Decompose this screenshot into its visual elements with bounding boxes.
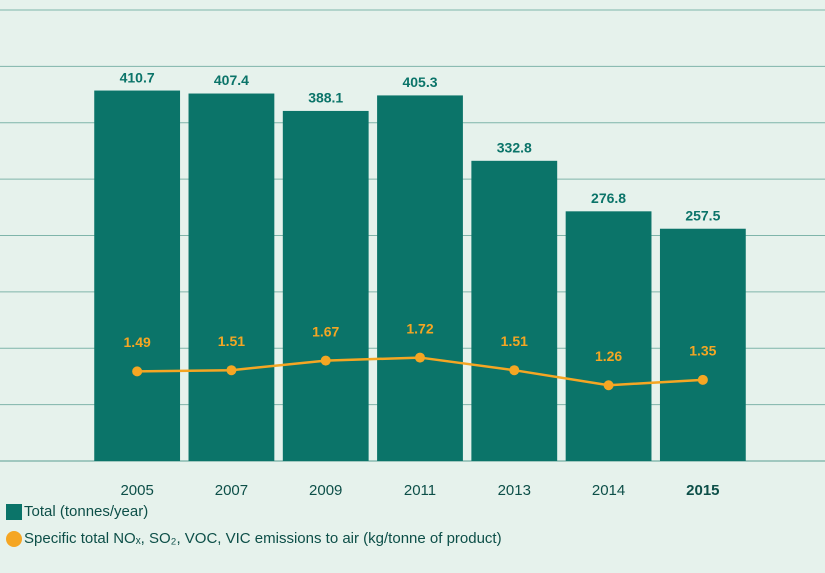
bar — [94, 90, 181, 462]
bar-value-label: 332.8 — [497, 140, 532, 156]
line-point — [132, 366, 143, 377]
x-tick-label: 2005 — [120, 482, 153, 499]
line-value-label: 1.67 — [312, 323, 339, 339]
bar — [471, 160, 558, 462]
bar — [377, 95, 463, 461]
line-value-label: 1.26 — [595, 348, 622, 364]
line-value-label: 1.72 — [406, 320, 433, 336]
line-point — [603, 380, 614, 391]
legend-label: Total (tonnes/year) — [24, 503, 148, 520]
line-value-label: 1.35 — [689, 343, 716, 359]
bar-value-label: 257.5 — [685, 207, 720, 223]
legend-label: Specific total NOₓ, SO₂, VOC, VIC emissi… — [24, 530, 502, 547]
bar-value-label: 410.7 — [120, 69, 155, 85]
bar — [188, 93, 275, 461]
x-tick-label: 2013 — [498, 482, 531, 499]
line-value-label: 1.51 — [501, 333, 528, 349]
line-value-label: 1.51 — [218, 333, 245, 349]
line-point — [320, 355, 331, 366]
bar — [659, 228, 746, 461]
x-tick-label: 2009 — [309, 482, 342, 499]
bar-value-label: 388.1 — [308, 90, 343, 106]
bar-value-label: 276.8 — [591, 190, 626, 206]
x-tick-label: 2011 — [404, 482, 436, 499]
x-tick-label: 2007 — [215, 482, 248, 499]
bar-value-label: 407.4 — [214, 72, 249, 88]
line-point — [697, 374, 708, 385]
bar — [565, 211, 652, 461]
legend-swatch — [6, 531, 22, 547]
line-value-label: 1.49 — [124, 334, 151, 350]
line-point — [509, 365, 520, 376]
line-point — [415, 352, 425, 363]
bar-value-label: 405.3 — [402, 74, 437, 90]
x-tick-label: 2015 — [686, 482, 719, 499]
legend-swatch — [6, 504, 22, 520]
x-tick-label: 2014 — [592, 482, 625, 499]
line-point — [226, 365, 237, 376]
bar — [282, 110, 369, 461]
